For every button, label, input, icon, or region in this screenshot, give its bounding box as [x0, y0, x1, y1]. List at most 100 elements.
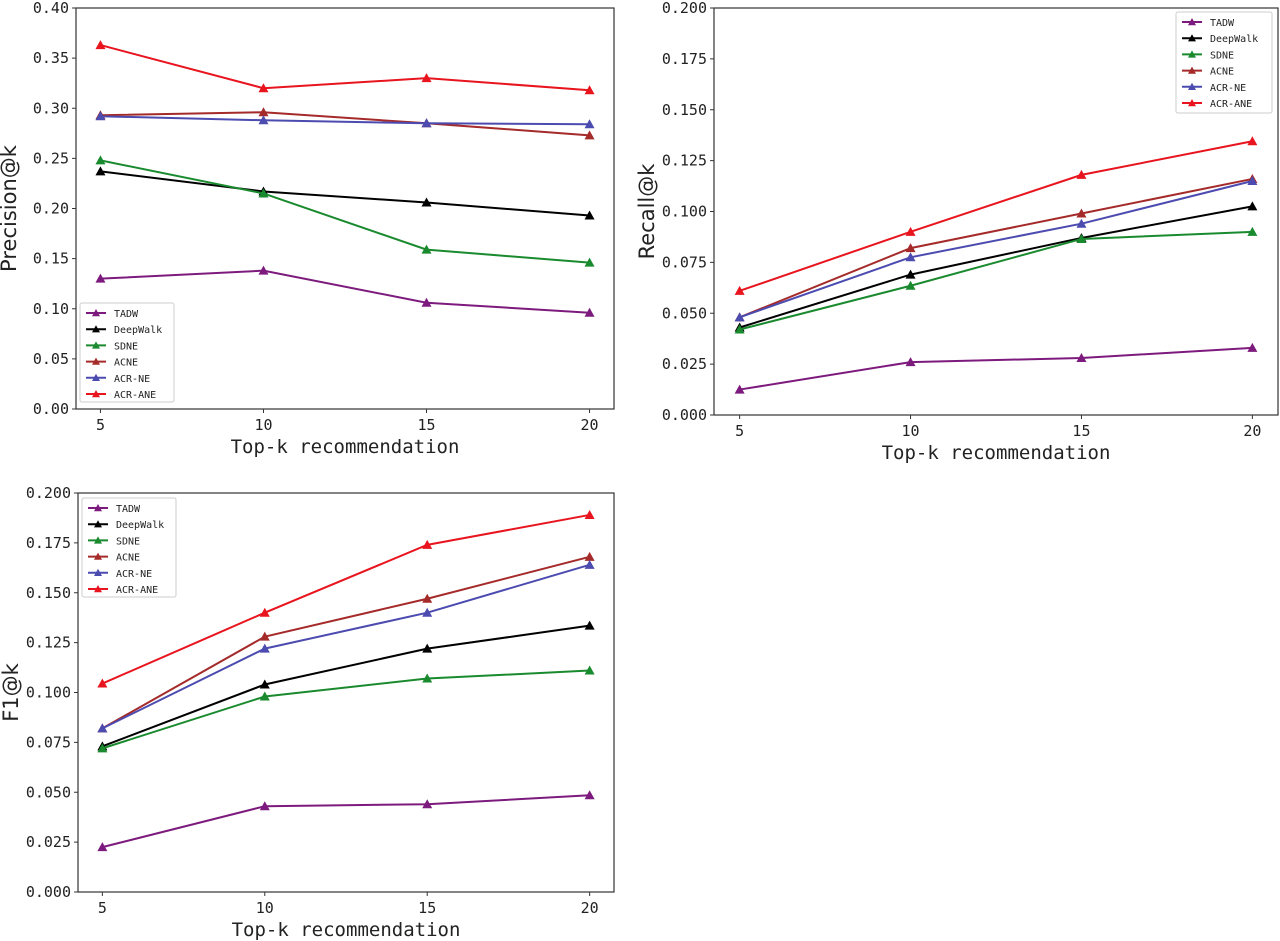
data-point-tadw: [584, 307, 595, 317]
data-point-deepwalk: [584, 620, 595, 630]
legend-label: TADW: [116, 504, 141, 515]
data-point-acr-ane: [258, 83, 269, 93]
data-point-acr-ne: [905, 252, 916, 262]
legend-item: DeepWalk: [1182, 34, 1258, 45]
x-tick-label: 5: [98, 899, 107, 917]
data-point-acne: [422, 593, 433, 603]
data-point-deepwalk: [95, 166, 106, 176]
series-line-acr-ne: [101, 563, 590, 730]
chart-panel-recall-at-k: 0.000 0.025 0.050 0.075 0.100 0.125 0.150 0.175…: [635, 0, 1279, 464]
y-tick-label: 0.150: [26, 584, 71, 602]
legend-label: DeepWalk: [116, 520, 164, 531]
data-point-deepwalk: [422, 643, 433, 653]
legend-marker: [94, 504, 102, 512]
series-line-sdne: [739, 230, 1253, 331]
data-point-acr-ane: [584, 85, 595, 95]
legend-item: ACR-NE: [88, 568, 152, 580]
data-point-tadw: [905, 357, 916, 367]
data-point-acr-ane: [95, 40, 106, 50]
y-tick-label: 0.025: [662, 355, 707, 373]
data-point-tadw: [421, 297, 432, 307]
legend-marker: [94, 585, 102, 593]
data-point-acr-ane: [1076, 169, 1087, 179]
data-point-acr-ne: [584, 119, 595, 129]
legend-item: ACR-ANE: [86, 390, 156, 401]
data-point-acr-ne: [734, 312, 745, 322]
y-tick-label: 0.05: [33, 350, 69, 368]
legend-item: TADW: [86, 309, 139, 320]
x-tick-label: 15: [1072, 422, 1090, 440]
legend-item: ACNE: [1182, 66, 1234, 78]
y-tick-label: 0.30: [33, 99, 69, 117]
data-point-tadw: [259, 801, 270, 811]
y-tick-label: 0.000: [26, 883, 71, 901]
legend-item: ACR-NE: [86, 373, 150, 385]
legend-label: DeepWalk: [1210, 34, 1258, 45]
x-tick-label: 5: [735, 422, 744, 440]
x-tick-label: 20: [581, 416, 599, 434]
legend: TADW DeepWalk SDNE ACNE ACR-NE ACR-ANE: [81, 497, 177, 598]
series-line-tadw: [739, 346, 1253, 391]
series-line-acr-ane: [100, 44, 590, 92]
series-line-acne: [739, 177, 1253, 319]
data-point-deepwalk: [259, 679, 270, 689]
legend-marker: [1188, 50, 1196, 58]
legend-label: ACNE: [1210, 67, 1234, 78]
x-tick-label: 15: [418, 899, 436, 917]
series-line-deepwalk: [100, 170, 590, 217]
legend-label: ACR-ANE: [114, 390, 156, 401]
x-tick-label: 20: [581, 899, 599, 917]
data-point-deepwalk: [584, 210, 595, 220]
data-point-sdne: [258, 188, 269, 198]
legend-marker: [94, 520, 102, 528]
y-tick-label: 0.175: [26, 534, 71, 552]
legend-label: ACR-ANE: [1210, 99, 1252, 110]
data-point-sdne: [421, 244, 432, 254]
legend: TADW DeepWalk SDNE ACNE ACR-NE ACR-ANE: [1175, 11, 1273, 114]
legend-marker: [94, 536, 102, 544]
y-tick-label: 0.125: [662, 152, 707, 170]
y-tick-label: 0.050: [26, 783, 71, 801]
data-point-sdne: [905, 280, 916, 290]
data-point-sdne: [734, 324, 745, 334]
series-line-acne: [101, 555, 590, 730]
x-tick-label: 5: [96, 416, 105, 434]
legend-marker: [1188, 99, 1196, 107]
data-point-acr-ne: [421, 118, 432, 128]
legend-label: ACR-NE: [116, 569, 152, 580]
legend-item: ACNE: [88, 552, 140, 564]
data-point-acr-ane: [422, 539, 433, 549]
legend-marker: [1188, 18, 1196, 26]
legend-marker: [1188, 66, 1196, 74]
legend-item: TADW: [1182, 18, 1235, 29]
y-axis-label: Recall@k: [635, 163, 659, 260]
data-point-acne: [584, 551, 595, 561]
y-tick-label: 0.25: [33, 149, 69, 167]
series-line-acr-ane: [101, 513, 590, 685]
x-tick-label: 10: [902, 422, 920, 440]
data-point-acr-ane: [905, 226, 916, 236]
y-tick-label: 0.200: [26, 484, 71, 502]
legend-label: SDNE: [116, 536, 140, 547]
data-point-acr-ane: [1247, 136, 1258, 146]
data-point-acne: [905, 243, 916, 253]
x-axis-label: Top-k recommendation: [232, 919, 461, 941]
chart-panel-precision-at-k: 0.00 0.05 0.10 0.15 0.20 0.25 0.30 0.35 0.40 5 10 1…: [0, 0, 615, 458]
data-point-acr-ne: [258, 115, 269, 125]
x-tick-label: 20: [1243, 422, 1261, 440]
data-point-acr-ne: [1247, 175, 1258, 185]
legend: TADW DeepWalk SDNE ACNE ACR-NE ACR-ANE: [79, 302, 175, 403]
legend-label: ACR-NE: [114, 374, 150, 385]
legend-label: TADW: [114, 309, 139, 320]
y-axis-label: F1@k: [0, 662, 23, 721]
data-point-tadw: [1076, 353, 1087, 363]
legend-marker: [94, 568, 102, 576]
data-point-sdne: [584, 665, 595, 675]
y-tick-label: 0.10: [33, 300, 69, 318]
y-tick-label: 0.15: [33, 250, 69, 268]
legend-label: ACNE: [114, 358, 138, 369]
y-tick-label: 0.40: [33, 0, 69, 17]
y-tick-label: 0.20: [33, 200, 69, 218]
data-point-acr-ne: [97, 723, 108, 733]
